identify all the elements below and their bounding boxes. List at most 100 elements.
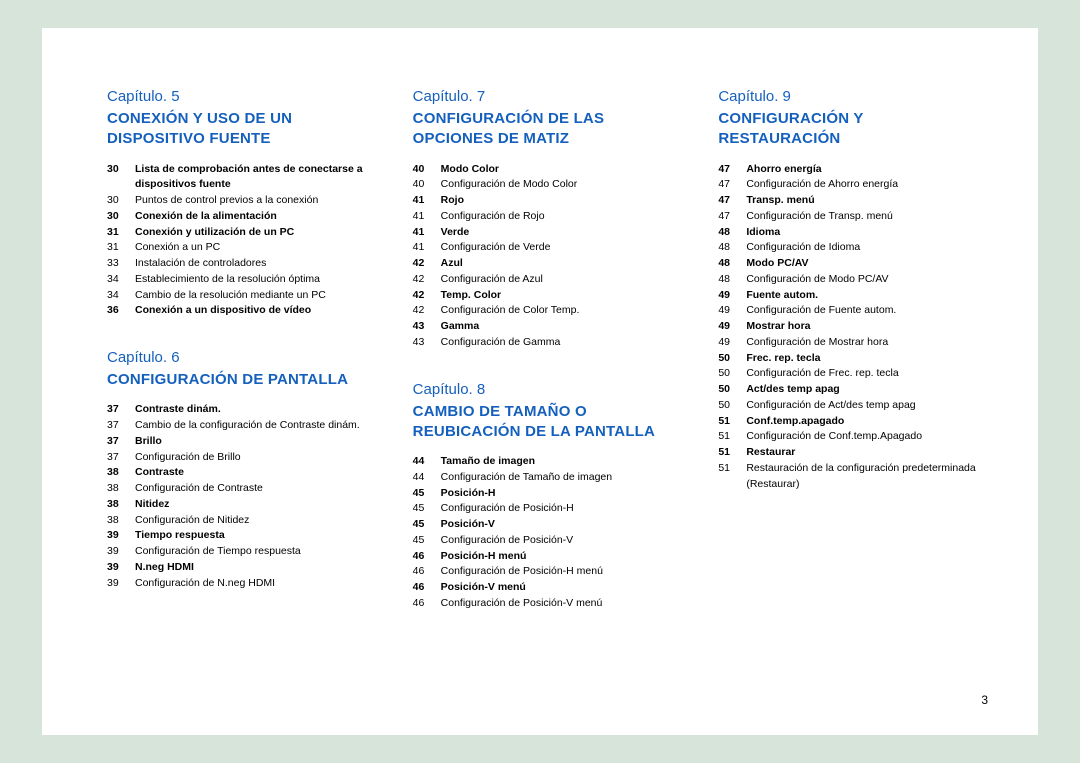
- toc-row: 45Posición-H: [413, 486, 683, 502]
- toc-row: 39Configuración de N.neg HDMI: [107, 576, 377, 592]
- toc-page-number: 48: [718, 240, 746, 256]
- toc-entry-text: Azul: [441, 256, 683, 272]
- toc-page-number: 47: [718, 193, 746, 209]
- toc-entry-text: N.neg HDMI: [135, 560, 377, 576]
- toc-entry-text: Conexión y utilización de un PC: [135, 225, 377, 241]
- toc-entry-text: Configuración de Gamma: [441, 335, 683, 351]
- toc-page-number: 41: [413, 240, 441, 256]
- toc-row: 38Contraste: [107, 465, 377, 481]
- toc-entry-text: Conf.temp.apagado: [746, 414, 988, 430]
- toc-entry-text: Modo PC/AV: [746, 256, 988, 272]
- toc-page-number: 42: [413, 288, 441, 304]
- toc-row: 46Configuración de Posición-V menú: [413, 596, 683, 612]
- toc-page-number: 49: [718, 319, 746, 335]
- toc-entry-text: Configuración de Color Temp.: [441, 303, 683, 319]
- toc-row: 46Posición-H menú: [413, 549, 683, 565]
- toc-page-number: 46: [413, 580, 441, 596]
- toc-page-number: 45: [413, 517, 441, 533]
- toc-page-number: 37: [107, 450, 135, 466]
- toc-row: 31Conexión a un PC: [107, 240, 377, 256]
- toc-entry-text: Posición-V menú: [441, 580, 683, 596]
- toc-page-number: 34: [107, 288, 135, 304]
- toc-page-number: 39: [107, 560, 135, 576]
- toc-page-number: 48: [718, 225, 746, 241]
- toc-page-number: 45: [413, 501, 441, 517]
- toc-page-number: 51: [718, 461, 746, 493]
- chapter-title: CAMBIO DE TAMAÑO O REUBICACIÓN DE LA PAN…: [413, 402, 683, 443]
- toc-entry-text: Configuración de Conf.temp.Apagado: [746, 429, 988, 445]
- toc-entry-text: Configuración de Tiempo respuesta: [135, 544, 377, 560]
- toc-entry-text: Temp. Color: [441, 288, 683, 304]
- toc-row: 41Configuración de Verde: [413, 240, 683, 256]
- toc-row: 31Conexión y utilización de un PC: [107, 225, 377, 241]
- toc-page-number: 33: [107, 256, 135, 272]
- toc-entry-text: Ahorro energía: [746, 162, 988, 178]
- toc-row: 40Modo Color: [413, 162, 683, 178]
- toc-page-number: 39: [107, 528, 135, 544]
- toc-row: 49Fuente autom.: [718, 288, 988, 304]
- toc-entry-text: Instalación de controladores: [135, 256, 377, 272]
- toc-row: 46Posición-V menú: [413, 580, 683, 596]
- toc-row: 39N.neg HDMI: [107, 560, 377, 576]
- toc-row: 51Conf.temp.apagado: [718, 414, 988, 430]
- toc-page-number: 40: [413, 162, 441, 178]
- toc-page-number: 44: [413, 470, 441, 486]
- chapter-label: Capítulo. 6: [107, 349, 377, 366]
- toc-page-number: 34: [107, 272, 135, 288]
- toc-page-number: 50: [718, 382, 746, 398]
- toc-row: 46Configuración de Posición-H menú: [413, 564, 683, 580]
- toc-page-number: 45: [413, 533, 441, 549]
- toc-row: 48Modo PC/AV: [718, 256, 988, 272]
- toc-row: 47Configuración de Transp. menú: [718, 209, 988, 225]
- toc-page-number: 45: [413, 486, 441, 502]
- toc-row: 33Instalación de controladores: [107, 256, 377, 272]
- toc-page-number: 42: [413, 272, 441, 288]
- toc-entry-text: Transp. menú: [746, 193, 988, 209]
- toc-entry-text: Cambio de la configuración de Contraste …: [135, 418, 377, 434]
- toc-row: 47Ahorro energía: [718, 162, 988, 178]
- chapter-block: Capítulo. 5CONEXIÓN Y USO DE UN DISPOSIT…: [107, 88, 377, 319]
- chapter-title: CONFIGURACIÓN Y RESTAURACIÓN: [718, 109, 988, 150]
- chapter-block: Capítulo. 6CONFIGURACIÓN DE PANTALLA37Co…: [107, 349, 377, 591]
- toc-row: 47Configuración de Ahorro energía: [718, 177, 988, 193]
- toc-row: 49Configuración de Mostrar hora: [718, 335, 988, 351]
- toc-entry-text: Configuración de Act/des temp apag: [746, 398, 988, 414]
- toc-row: 51Restaurar: [718, 445, 988, 461]
- toc-entry-text: Configuración de Brillo: [135, 450, 377, 466]
- toc-page-number: 37: [107, 434, 135, 450]
- toc-entry-text: Act/des temp apag: [746, 382, 988, 398]
- toc-entry-text: Configuración de Fuente autom.: [746, 303, 988, 319]
- toc-row: 49Configuración de Fuente autom.: [718, 303, 988, 319]
- toc-row: 41Rojo: [413, 193, 683, 209]
- toc-row: 41Configuración de Rojo: [413, 209, 683, 225]
- toc-page-number: 50: [718, 366, 746, 382]
- toc-page-number: 47: [718, 177, 746, 193]
- toc-row: 37Cambio de la configuración de Contrast…: [107, 418, 377, 434]
- toc-page-number: 30: [107, 162, 135, 194]
- toc-page-number: 47: [718, 162, 746, 178]
- toc-page-number: 51: [718, 429, 746, 445]
- toc-page-number: 41: [413, 209, 441, 225]
- toc-page-number: 50: [718, 351, 746, 367]
- toc-page-number: 38: [107, 481, 135, 497]
- toc-entry-text: Establecimiento de la resolución óptima: [135, 272, 377, 288]
- toc-row: 50Act/des temp apag: [718, 382, 988, 398]
- toc-page-number: 46: [413, 564, 441, 580]
- toc-entry-text: Posición-V: [441, 517, 683, 533]
- toc-entry-text: Configuración de Mostrar hora: [746, 335, 988, 351]
- toc-entry-text: Cambio de la resolución mediante un PC: [135, 288, 377, 304]
- toc-entry-text: Contraste dinám.: [135, 402, 377, 418]
- toc-row: 50Configuración de Frec. rep. tecla: [718, 366, 988, 382]
- document-page: Capítulo. 5CONEXIÓN Y USO DE UN DISPOSIT…: [42, 28, 1038, 735]
- toc-page-number: 31: [107, 240, 135, 256]
- chapter-block: Capítulo. 8 CAMBIO DE TAMAÑO O REUBICACIÓ…: [413, 381, 683, 612]
- toc-entry-text: Configuración de Posición-V menú: [441, 596, 683, 612]
- toc-entry-text: Tamaño de imagen: [441, 454, 683, 470]
- toc-page-number: 38: [107, 497, 135, 513]
- toc-row: 45Posición-V: [413, 517, 683, 533]
- chapter-label: Capítulo. 8: [413, 381, 683, 398]
- toc-entry-text: Puntos de control previos a la conexión: [135, 193, 377, 209]
- chapter-label: Capítulo. 7: [413, 88, 683, 105]
- toc-page-number: 37: [107, 402, 135, 418]
- toc-row: 37Contraste dinám.: [107, 402, 377, 418]
